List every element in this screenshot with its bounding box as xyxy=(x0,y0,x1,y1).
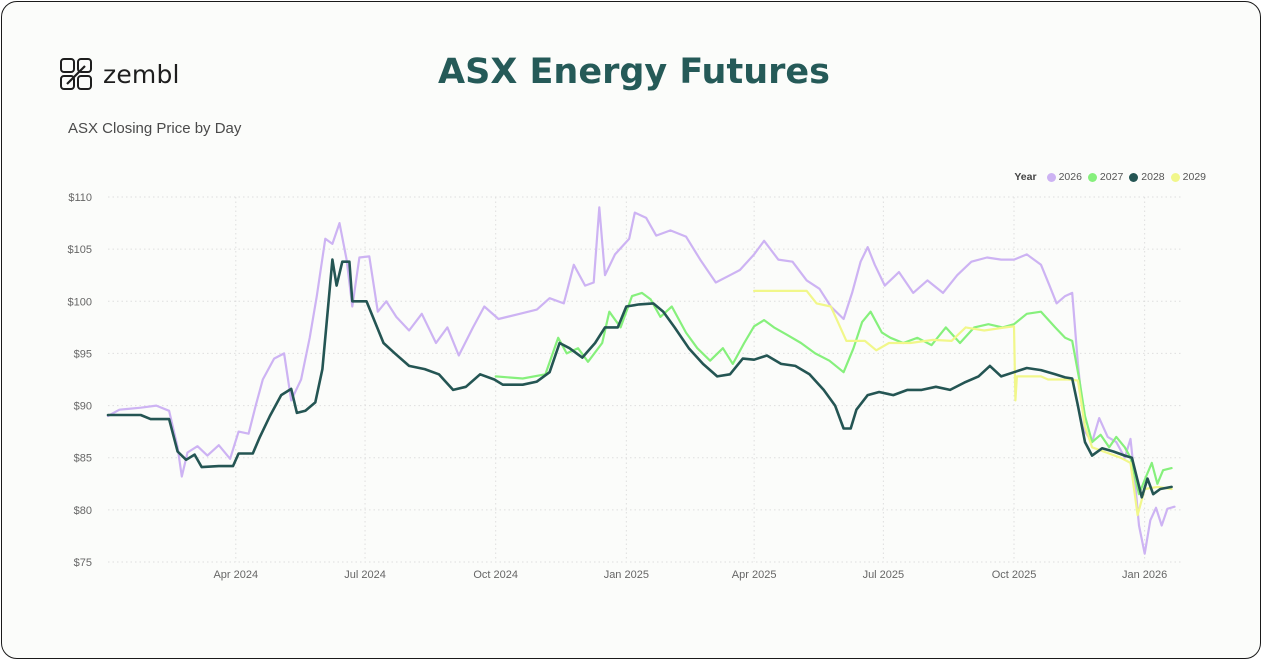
y-tick-label: $75 xyxy=(74,557,92,569)
legend-label-2028: 2028 xyxy=(1141,171,1165,183)
x-tick-label: Jan 2026 xyxy=(1122,569,1167,581)
x-tick-label: Jan 2025 xyxy=(604,569,649,581)
legend-dot-2029 xyxy=(1170,172,1180,182)
series-line-2029 xyxy=(753,289,1173,517)
x-tick-label: Apr 2025 xyxy=(732,569,777,581)
legend-label-2029: 2029 xyxy=(1182,171,1206,183)
y-tick-label: $105 xyxy=(68,244,92,256)
legend-item-2028[interactable]: 2028 xyxy=(1129,171,1165,183)
x-tick-label: Jul 2024 xyxy=(344,569,386,581)
zembl-logo: zembl xyxy=(59,57,180,91)
x-tick-label: Jul 2025 xyxy=(863,569,905,581)
zembl-logo-icon xyxy=(60,58,92,90)
chart-legend: Year 2026 2027 2028 2029 xyxy=(1014,171,1206,183)
y-tick-label: $95 xyxy=(74,348,92,360)
legend-dot-2028 xyxy=(1129,172,1139,182)
legend-item-2027[interactable]: 2027 xyxy=(1087,171,1124,183)
legend-dot-2027 xyxy=(1087,172,1097,182)
y-tick-label: $110 xyxy=(68,192,92,204)
series-line-2028 xyxy=(106,258,1173,499)
x-tick-label: Apr 2024 xyxy=(213,569,258,581)
legend-item-2029[interactable]: 2029 xyxy=(1170,171,1206,183)
y-tick-label: $100 xyxy=(68,296,92,308)
x-tick-label: Oct 2025 xyxy=(992,569,1037,581)
legend-title: Year xyxy=(1014,171,1037,183)
legend-label-2026: 2026 xyxy=(1058,171,1082,183)
legend-dot-2026 xyxy=(1046,172,1056,182)
logo-text: zembl xyxy=(103,59,180,89)
x-tick-label: Oct 2024 xyxy=(473,569,518,581)
y-tick-label: $90 xyxy=(74,401,92,413)
series-line-2027 xyxy=(494,291,1173,496)
legend-item-2026[interactable]: 2026 xyxy=(1046,171,1082,183)
legend-label-2027: 2027 xyxy=(1099,171,1124,183)
chart-title: ASX Closing Price by Day xyxy=(68,120,242,137)
series-line-2026 xyxy=(106,206,1176,555)
page-title: ASX Energy Futures xyxy=(438,52,830,92)
y-tick-label: $85 xyxy=(74,453,92,465)
y-tick-label: $80 xyxy=(74,505,92,517)
